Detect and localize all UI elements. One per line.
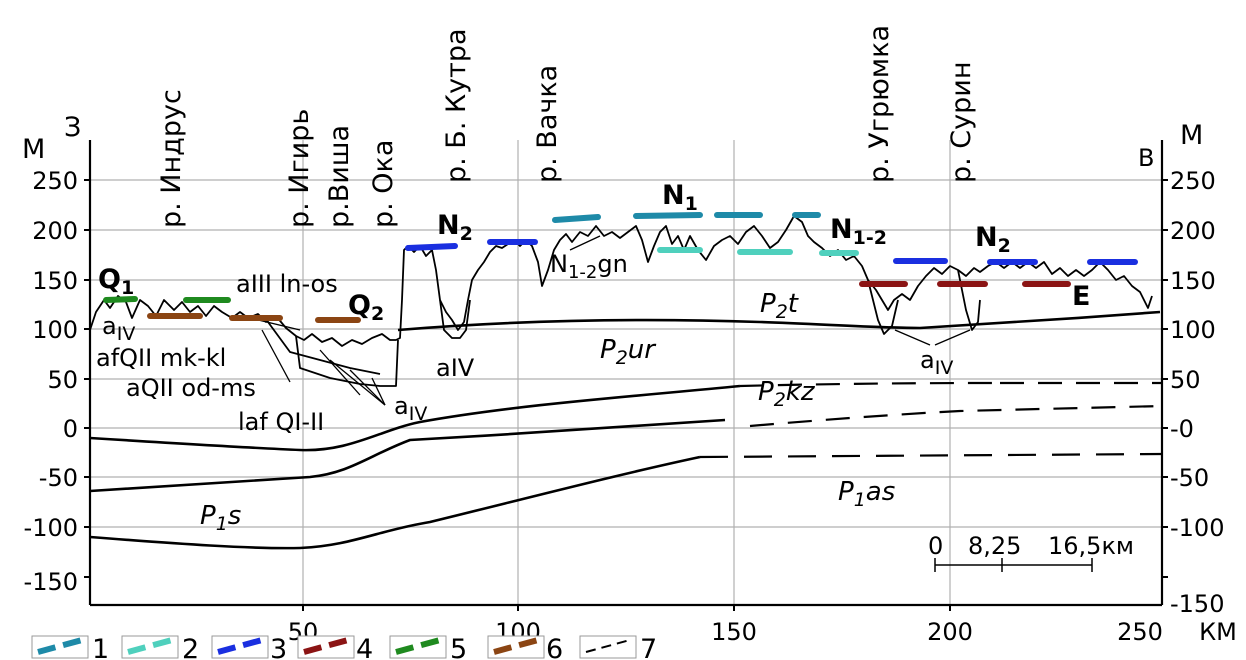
legend-number: 2 <box>182 634 199 660</box>
annotation-arrows <box>237 235 971 406</box>
y-tick: 200 <box>32 217 78 245</box>
legend-number: 7 <box>640 634 657 660</box>
strata-labels: P2t P2ur P2kz P1as P1s <box>200 289 895 535</box>
y-tick-right: -100 <box>1170 514 1224 542</box>
west-label: З <box>64 112 81 143</box>
river-label: р. Угрюмка <box>864 25 895 183</box>
river-label: р. Вачка <box>532 65 563 183</box>
legend-number: 6 <box>546 634 563 660</box>
y-tick-right: -150 <box>1170 590 1224 618</box>
y-tick-right: -50 <box>1170 464 1209 492</box>
y-tick: 100 <box>32 316 78 344</box>
river-label: р. Сурин <box>946 62 977 183</box>
axes <box>84 140 1168 611</box>
y-tick: 0 <box>63 415 78 443</box>
legend-item-6: 6 <box>487 634 563 660</box>
annotation-n1-2gn: N1-2gn <box>550 250 628 283</box>
label-n2: N2 <box>437 210 473 245</box>
legend: 1 2 3 4 5 6 7 <box>31 634 657 660</box>
annotation-afqii: afQII mk-kl <box>96 344 226 372</box>
river-labels: р. Индрус р. Игирь р.Виша р. Ока р. Б. К… <box>156 25 977 228</box>
label-q2: Q2 <box>348 290 384 325</box>
right-unit-label: М <box>1180 120 1203 151</box>
stratum-p2ur: P2ur <box>600 335 657 369</box>
legend-number: 3 <box>270 634 287 660</box>
y-tick: -150 <box>24 568 78 596</box>
annotation-aiii: aIII ln-os <box>236 270 338 298</box>
scale-label: 0 <box>928 532 943 560</box>
river-label: р. Индрус <box>156 89 187 228</box>
x-tick: 200 <box>927 618 973 646</box>
legend-number: 5 <box>450 634 467 660</box>
label-n1-2: N1-2 <box>830 214 887 249</box>
annotation-aiv: aIV <box>102 312 135 345</box>
river-label: р. Б. Кутра <box>441 28 472 183</box>
label-n1: N1 <box>662 180 698 215</box>
y-tick-right: 50 <box>1170 366 1201 394</box>
segment-n1 <box>552 214 601 223</box>
surface-labels: Q1 Q2 N2 N1 N1-2 N2 E <box>98 180 1090 325</box>
stratum-p2t: P2t <box>760 289 799 323</box>
y-axis-right-labels: 250 200 150 100 50 -0 -50 -100 -150 М В <box>1138 120 1224 618</box>
erosion-surface-segments <box>103 212 1138 323</box>
annotation-aiv: aIV <box>436 354 475 382</box>
legend-item-3: 3 <box>211 634 287 660</box>
east-label: В <box>1138 144 1154 172</box>
river-label: р. Ока <box>368 140 399 228</box>
label-q1: Q1 <box>98 264 134 299</box>
left-unit-label: М <box>22 134 45 165</box>
annotation-aiv: aIV <box>920 346 953 379</box>
legend-number: 4 <box>356 634 373 660</box>
label-n2: N2 <box>975 222 1011 257</box>
y-tick: -50 <box>39 464 78 492</box>
stratum-p1as: P1as <box>838 477 895 511</box>
y-tick: -100 <box>24 514 78 542</box>
annotation-aqii: aQII od-ms <box>126 374 256 402</box>
y-tick-right: 200 <box>1170 217 1216 245</box>
legend-item-5: 5 <box>389 634 467 660</box>
stratum-boundaries <box>89 310 1163 550</box>
segment-n2 <box>405 243 458 251</box>
legend-item-7: 7 <box>579 634 657 660</box>
segment-q1 <box>103 296 138 303</box>
annotation-aiv: aIV <box>394 392 427 425</box>
x-unit-label: КМ <box>1199 618 1237 646</box>
annotation-lafqi: laf QI-II <box>238 408 324 436</box>
y-axis-left-labels: 250 200 150 100 50 0 -50 -100 -150 М З <box>22 112 81 596</box>
terrain-profile <box>89 215 1153 387</box>
y-tick: 250 <box>32 167 78 195</box>
y-tick-right: -0 <box>1170 415 1194 443</box>
legend-number: 1 <box>92 634 109 660</box>
x-tick: 150 <box>711 618 757 646</box>
y-tick-right: 150 <box>1170 267 1216 295</box>
segment-n1 <box>633 212 703 219</box>
sediment-annotations: aIV aIII ln-os afQII mk-kl aQII od-ms la… <box>96 250 953 436</box>
river-label: р. Игирь <box>284 109 315 228</box>
stratum-p2kz: P2kz <box>758 377 816 411</box>
y-tick: 150 <box>32 267 78 295</box>
x-tick: 250 <box>1117 618 1163 646</box>
legend-item-1: 1 <box>31 634 109 660</box>
river-label: р.Виша <box>324 125 355 228</box>
label-e: E <box>1072 281 1090 312</box>
scale-label: 8,25 <box>968 532 1021 560</box>
y-tick-right: 250 <box>1170 167 1216 195</box>
scale-bar: 0 8,25 16,5км <box>928 532 1134 572</box>
scale-label: 16,5км <box>1048 532 1134 560</box>
legend-item-4: 4 <box>297 634 373 660</box>
y-tick-right: 100 <box>1170 316 1216 344</box>
legend-item-2: 2 <box>121 634 199 660</box>
y-tick: 50 <box>47 366 78 394</box>
stratum-p1s: P1s <box>200 501 241 535</box>
